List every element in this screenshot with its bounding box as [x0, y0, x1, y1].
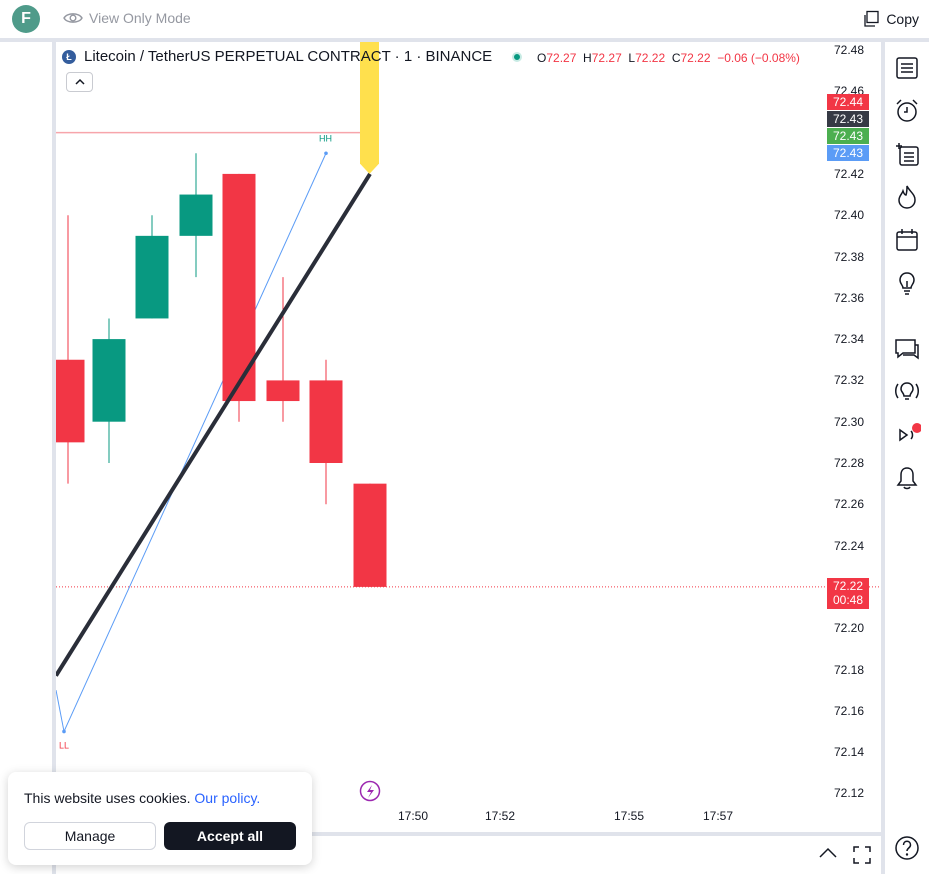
lightning-bolt	[367, 785, 374, 798]
price-label: 72.36	[834, 290, 865, 305]
time-label: 17:52	[485, 809, 516, 823]
cookie-banner: This website uses cookies. Our policy. M…	[8, 772, 312, 865]
price-label: 72.28	[834, 456, 865, 470]
last-price-value: 72.22	[832, 579, 864, 593]
zigzag-point-ll	[62, 729, 66, 734]
candle-body	[135, 235, 169, 319]
watchlist-icon[interactable]	[893, 54, 921, 82]
price-tag: 72.43	[827, 128, 869, 144]
price-tag: 72.44	[827, 94, 869, 110]
view-only-mode: View Only Mode	[63, 10, 191, 26]
change-value: −0.06 (−0.08%)	[717, 51, 800, 65]
price-label: 72.12	[834, 786, 865, 801]
time-label: 17:55	[614, 809, 645, 823]
price-label: 72.14	[834, 745, 865, 760]
right-toolbar	[881, 42, 929, 874]
eye-icon	[63, 13, 83, 23]
ll-label: LL	[59, 740, 69, 750]
price-axis[interactable]: 72.4872.4672.4472.4272.4072.3872.3672.34…	[824, 42, 881, 832]
policy-link[interactable]: Our policy.	[194, 790, 261, 806]
high-value: 72.27	[591, 51, 622, 65]
price-label: 72.16	[834, 703, 865, 718]
copy-label: Copy	[886, 11, 919, 27]
calendar-icon[interactable]	[893, 226, 921, 254]
copy-button[interactable]: Copy	[862, 10, 919, 28]
user-avatar[interactable]: F	[12, 5, 40, 33]
alarm-clock-icon[interactable]	[893, 97, 921, 125]
zigzag-line-start	[56, 690, 65, 732]
candle-body	[353, 483, 387, 587]
copy-icon	[864, 10, 879, 27]
litecoin-logo: Ł	[62, 49, 76, 64]
price-label: 72.18	[834, 662, 865, 677]
candle-body	[179, 194, 213, 236]
time-label: 17:57	[703, 809, 734, 823]
view-only-label: View Only Mode	[89, 10, 191, 26]
cookie-message: This website uses cookies. Our policy.	[24, 790, 261, 806]
price-tag: 72.43	[827, 145, 869, 161]
price-label: 72.48	[834, 43, 865, 57]
zigzag-line	[63, 153, 327, 732]
trend-line	[56, 172, 372, 677]
top-bar-divider	[0, 38, 929, 42]
time-label: 17:50	[398, 809, 429, 823]
price-label: 72.40	[834, 208, 865, 223]
symbol-legend: Ł Litecoin / TetherUS PERPETUAL CONTRACT…	[62, 48, 523, 65]
collapse-legend-button[interactable]	[66, 72, 93, 92]
price-tag: 72.43	[827, 111, 869, 127]
price-label: 72.34	[834, 332, 865, 347]
market-status-dot	[512, 51, 523, 62]
ohlc-values: O72.27 H72.27 L72.22 C72.22 −0.06 (−0.08…	[537, 51, 800, 65]
candle-body	[92, 339, 126, 422]
price-label: 72.42	[834, 166, 865, 181]
lightning-icon[interactable]	[359, 780, 381, 802]
chevron-up-icon	[74, 78, 85, 85]
open-value: 72.27	[546, 51, 577, 65]
last-price-tag: 72.22 00:48	[827, 578, 869, 609]
price-label: 72.38	[834, 249, 865, 264]
help-icon[interactable]	[893, 834, 921, 862]
price-label: 72.20	[834, 621, 865, 636]
candle-body	[309, 380, 343, 463]
streams-icon[interactable]	[893, 378, 921, 406]
symbol-name[interactable]: Litecoin / TetherUS PERPETUAL CONTRACT ·…	[84, 48, 493, 65]
ideas-lightbulb-icon[interactable]	[893, 269, 921, 297]
candle-body	[266, 380, 300, 402]
candle-body	[56, 359, 85, 443]
price-label: 72.24	[834, 538, 865, 553]
top-bar: F View Only Mode Copy	[0, 0, 929, 38]
notification-bell-icon[interactable]	[893, 464, 921, 492]
chart-pane[interactable]: HH LL	[52, 42, 881, 832]
hot-lists-icon[interactable]	[893, 183, 921, 211]
signal-marker	[360, 42, 379, 174]
price-label: 72.32	[834, 373, 865, 388]
add-list-icon[interactable]	[893, 140, 921, 168]
manage-cookies-button[interactable]: Manage	[24, 822, 156, 850]
maximize-icon[interactable]	[853, 846, 871, 864]
bar-countdown: 00:48	[832, 593, 864, 607]
close-value: 72.22	[680, 51, 711, 65]
zigzag-point-hh	[324, 151, 328, 156]
price-chart[interactable]: HH LL	[56, 42, 881, 832]
price-label: 72.30	[834, 414, 865, 429]
low-value: 72.22	[635, 51, 666, 65]
accept-all-button[interactable]: Accept all	[164, 822, 296, 850]
chevron-up-icon[interactable]	[818, 846, 838, 860]
price-label: 72.26	[834, 497, 865, 512]
chat-icon[interactable]	[893, 335, 921, 363]
live-play-icon[interactable]	[893, 421, 921, 449]
hh-label: HH	[319, 133, 332, 143]
